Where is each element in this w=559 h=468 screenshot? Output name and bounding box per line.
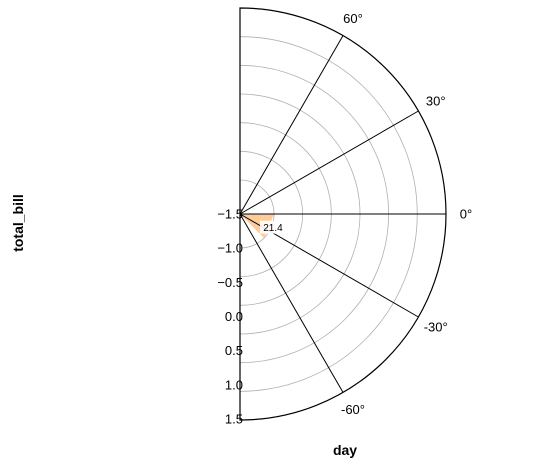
- angular-gridline: [239, 110, 419, 215]
- bar-value-label: 21.4: [263, 223, 283, 234]
- theta-tick-label: 0°: [460, 207, 472, 222]
- angular-gridline: [239, 213, 344, 393]
- y-axis-title: total_bill: [10, 194, 26, 252]
- radial-tick-label: −0.5: [217, 275, 243, 290]
- radial-tick-label: −1.5: [217, 207, 243, 222]
- theta-tick-label: 60°: [343, 11, 363, 26]
- radial-tick-labels: −1.5 −1.0 −0.5 0.0 0.5 1.0 1.5: [217, 207, 243, 427]
- radial-tick-label: 1.0: [225, 377, 243, 392]
- bar-value-labels: 21.4: [259, 220, 286, 234]
- theta-tick-label: 30°: [426, 94, 446, 109]
- theta-tick-label: -30°: [424, 320, 448, 335]
- angular-gridlines: [239, 35, 446, 393]
- radial-tick-label: 0.0: [225, 309, 243, 324]
- bar-value-label-bg: [259, 220, 286, 234]
- radial-tick-label: 0.5: [225, 343, 243, 358]
- angular-gridline: [239, 35, 344, 215]
- polar-frame: [239, 7, 447, 421]
- theta-tick-label: -60°: [341, 402, 365, 417]
- radial-tick-label: −1.0: [217, 241, 243, 256]
- theta-tick-labels: 60° 30° 0° -30° -60°: [341, 11, 472, 417]
- radial-tick-label: 1.5: [225, 412, 243, 427]
- x-axis-title: day: [333, 442, 357, 458]
- polar-outline: [239, 7, 447, 421]
